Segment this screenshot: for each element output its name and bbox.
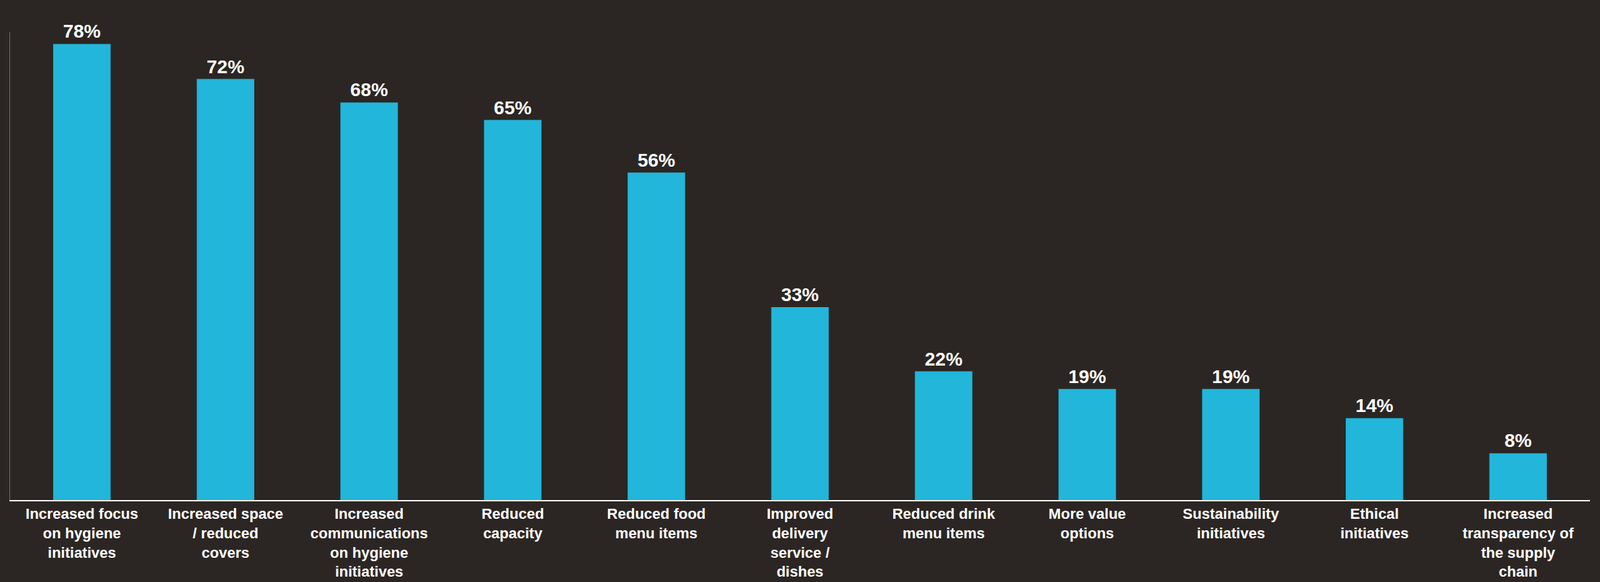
svg-text:19%: 19% (1211, 366, 1250, 388)
svg-text:72%: 72% (206, 56, 245, 78)
svg-text:19%: 19% (1068, 366, 1107, 388)
svg-text:Increasedtransparency ofthe su: Increasedtransparency ofthe supplychain (1462, 505, 1575, 581)
svg-text:56%: 56% (637, 149, 676, 171)
svg-text:Increased space/ reducedcovers: Increased space/ reducedcovers (168, 505, 284, 561)
svg-text:78%: 78% (63, 20, 101, 42)
svg-text:Reduced drinkmenu items: Reduced drinkmenu items (892, 505, 997, 543)
svg-text:68%: 68% (350, 79, 389, 101)
svg-text:More valueoptions: More valueoptions (1048, 505, 1126, 543)
svg-text:33%: 33% (780, 284, 819, 306)
svg-text:Improveddeliveryservice /dishe: Improveddeliveryservice /dishes (766, 505, 834, 581)
svg-text:8%: 8% (1504, 430, 1533, 452)
svg-text:14%: 14% (1355, 395, 1394, 417)
svg-text:Reducedcapacity: Reducedcapacity (481, 505, 545, 543)
svg-text:Increasedcommunicationson hygi: Increasedcommunicationson hygieneinitiat… (310, 505, 428, 581)
svg-text:Reduced foodmenu items: Reduced foodmenu items (607, 505, 707, 543)
svg-text:Sustainabilityinitiatives: Sustainabilityinitiatives (1183, 505, 1280, 543)
svg-text:65%: 65% (493, 97, 532, 119)
svg-text:Ethicalinitiatives: Ethicalinitiatives (1340, 505, 1409, 543)
svg-text:Increased focuson hygieneiniti: Increased focuson hygieneinitiatives (25, 505, 139, 561)
svg-text:22%: 22% (924, 349, 963, 370)
